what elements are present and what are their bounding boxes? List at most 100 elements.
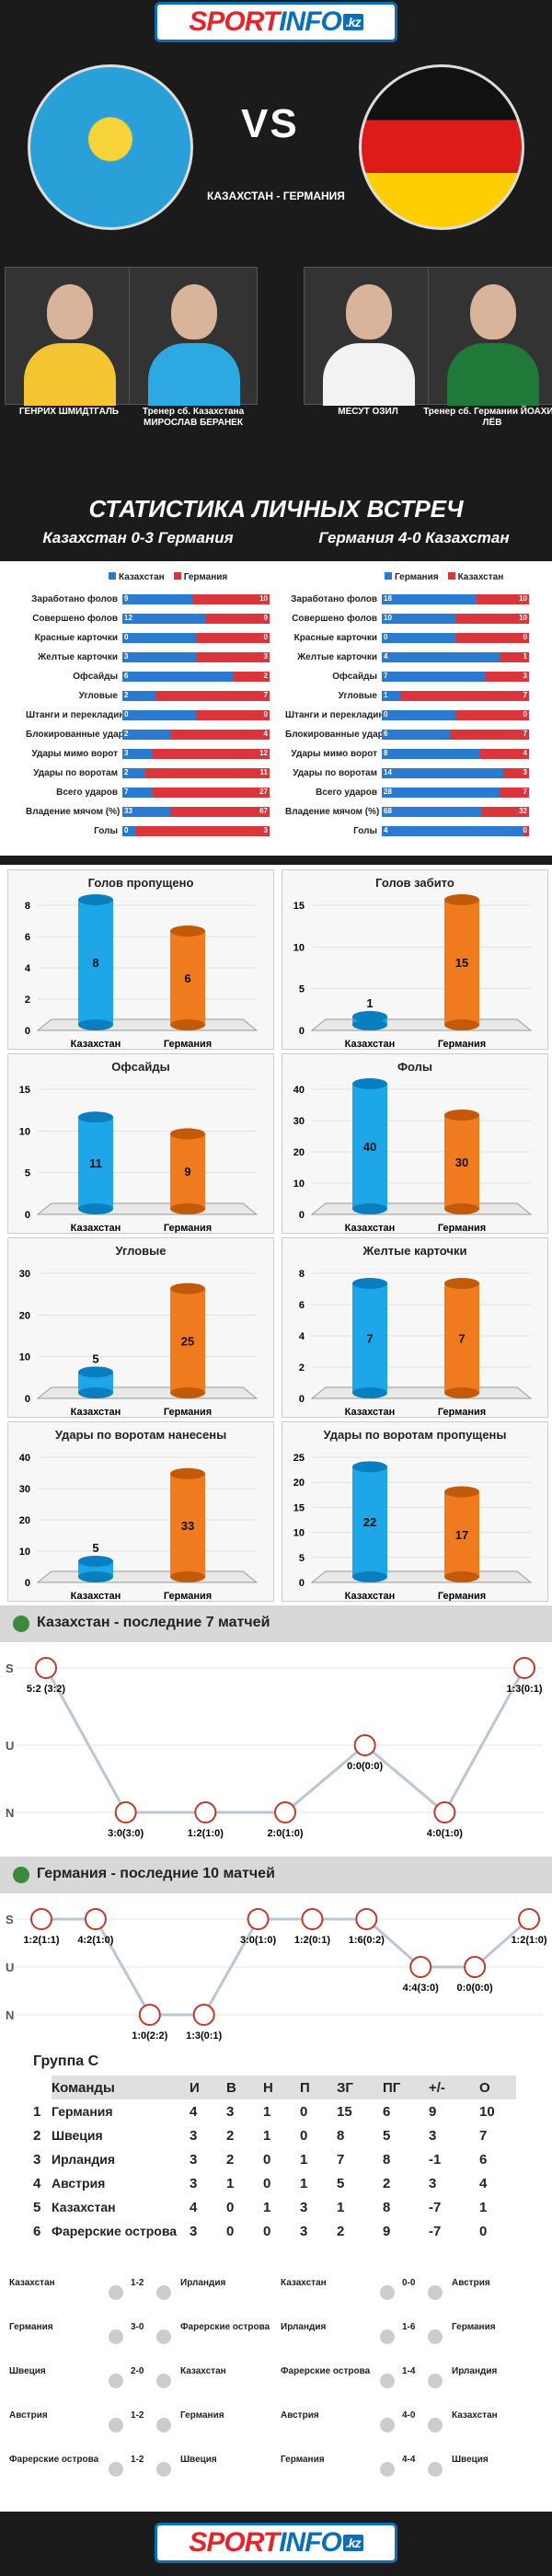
category-label: Казахстан — [71, 1223, 121, 1233]
stat-value-left: 2 — [122, 690, 155, 701]
away-team: Ирландия — [180, 2278, 226, 2288]
header-cell: Н — [263, 2076, 300, 2099]
stat-value-left: 18 — [382, 593, 477, 604]
vs-label: VS — [241, 101, 299, 146]
table-row[interactable]: 3 Ирландия 3 2 0 1 7 8 -1 6 — [33, 2147, 516, 2171]
match-result: 1-4 — [402, 2366, 416, 2376]
tick-label: 15 — [19, 1085, 30, 1096]
header-cell: И — [190, 2076, 226, 2099]
bar — [352, 1283, 387, 1393]
opponent-badge — [518, 1908, 540, 1930]
table-row[interactable]: 6 Фарерские острова 3 0 0 3 2 9 -7 0 — [33, 2219, 516, 2243]
match-label: КАЗАХСТАН - ГЕРМАНИЯ — [207, 190, 345, 202]
table-cell: 1 — [479, 2199, 488, 2215]
data-label: 9 — [184, 1165, 190, 1179]
category-label: Казахстан — [345, 1407, 396, 1417]
table-row[interactable]: 5 Казахстан 4 0 1 3 1 8 -7 1 — [33, 2195, 516, 2219]
home-flag — [380, 2374, 395, 2388]
table-cell: 2 — [226, 2151, 235, 2168]
stat-row: Заработано фолов 9 10 — [26, 592, 270, 605]
match-score: 5:2 (3:2) — [27, 1684, 66, 1695]
group-title: Группа С — [33, 2053, 99, 2069]
home-flag — [109, 2285, 123, 2300]
stat-value-left: 6 — [382, 729, 450, 740]
table-row[interactable]: 1 Германия 4 3 1 0 15 6 9 10 — [33, 2099, 516, 2123]
stats-legend: Германия Казахстан — [385, 572, 503, 582]
stat-label: Угловые — [338, 690, 377, 701]
bar-chart: 0 5 10 15 1 Казахстан 15 Германия — [293, 894, 533, 1049]
data-label: 25 — [181, 1334, 194, 1348]
stat-value-right: 12 — [152, 748, 270, 759]
ger-form-title-bar: Германия - последние 10 матчей — [0, 1857, 552, 1893]
data-label: 17 — [455, 1528, 468, 1542]
tick-label: 20 — [293, 1478, 305, 1489]
stat-row: Блокированные удары 6 7 — [285, 728, 529, 741]
tick-label: 4 — [299, 1331, 305, 1342]
site-logo[interactable]: SPORT INFO .kz — [155, 2, 397, 42]
table-row[interactable]: 4 Австрия 3 1 0 1 5 2 3 4 — [33, 2171, 516, 2195]
home-team: Австрия — [9, 2410, 48, 2421]
bar-chart: 0 5 10 15 20 25 22 Казахстан 17 Германия — [293, 1453, 533, 1601]
away-team: Германия — [452, 2322, 496, 2332]
opponent-badge — [353, 1734, 376, 1756]
header-cell: П — [300, 2076, 337, 2099]
tick-label: 20 — [19, 1515, 30, 1526]
tick-label: 10 — [293, 942, 305, 953]
stat-row: Голы 4 0 — [285, 824, 529, 837]
category-label: Казахстан — [71, 1039, 121, 1049]
bar — [444, 1283, 479, 1393]
table-cell: 8 — [383, 2199, 391, 2215]
tick-label: 10 — [19, 1126, 30, 1137]
match-score: 1:6(0:2) — [349, 1935, 385, 1946]
bar-base — [352, 1387, 387, 1398]
match-score: 4:0(1:0) — [427, 1828, 463, 1839]
stat-value-left: 3 — [122, 651, 196, 662]
stat-value-right: 1 — [500, 651, 529, 662]
stat-row: Заработано фолов 18 10 — [285, 592, 529, 605]
germany-flag — [359, 64, 524, 230]
away-flag — [428, 2418, 443, 2432]
bar-base — [170, 1019, 205, 1030]
data-label: 30 — [455, 1156, 468, 1169]
stat-row: Совершено фолов 10 10 — [285, 612, 529, 625]
level-label: U — [6, 1739, 14, 1753]
table-cell: 1 — [337, 2199, 345, 2215]
bar — [444, 1491, 479, 1577]
kaz-form-title-bar: Казахстан - последние 7 матчей — [0, 1605, 552, 1642]
tick-label: 8 — [299, 1269, 305, 1280]
header-cell: ПГ — [383, 2076, 429, 2099]
legend-label: Казахстан — [119, 572, 165, 582]
footer-logo[interactable]: SPORT INFO .kz — [155, 2523, 397, 2563]
stat-bar: 18 10 — [382, 593, 529, 604]
away-flag — [428, 2374, 443, 2388]
data-label: 8 — [92, 956, 98, 970]
bar-base — [170, 1203, 205, 1214]
data-label: 40 — [363, 1140, 376, 1154]
stat-value-right: 7 — [155, 690, 270, 701]
tick-label: 2 — [25, 995, 30, 1006]
home-team: Фарерские острова — [281, 2366, 371, 2376]
table-row[interactable]: 2 Швеция 3 2 1 0 8 5 3 7 — [33, 2123, 516, 2147]
match-result: 3-0 — [131, 2322, 144, 2332]
bar-base — [78, 1019, 113, 1030]
stat-value-right: 9 — [206, 613, 270, 624]
chart-floor — [36, 1018, 259, 1031]
home-flag — [109, 2374, 123, 2388]
legend-item: Казахстан — [447, 572, 503, 582]
player-photo — [304, 267, 432, 406]
opponent-badge — [247, 1908, 270, 1930]
table-cell: 7 — [337, 2151, 345, 2168]
comparison-panel: Угловые 0 10 20 30 5 Казахстан 25 Германия — [7, 1237, 274, 1418]
stat-value-right: 3 — [196, 651, 270, 662]
bar-base — [444, 1387, 479, 1398]
bar-cap — [170, 926, 205, 937]
away-flag — [156, 2462, 171, 2477]
face-shape — [47, 284, 93, 339]
stat-label: Голы — [94, 825, 118, 836]
comparison-title: Голов пропущено — [87, 876, 194, 890]
stat-label: Удары мимо ворот — [31, 748, 118, 759]
table-cell: -7 — [429, 2223, 442, 2239]
stat-bar: 2 11 — [122, 767, 270, 778]
